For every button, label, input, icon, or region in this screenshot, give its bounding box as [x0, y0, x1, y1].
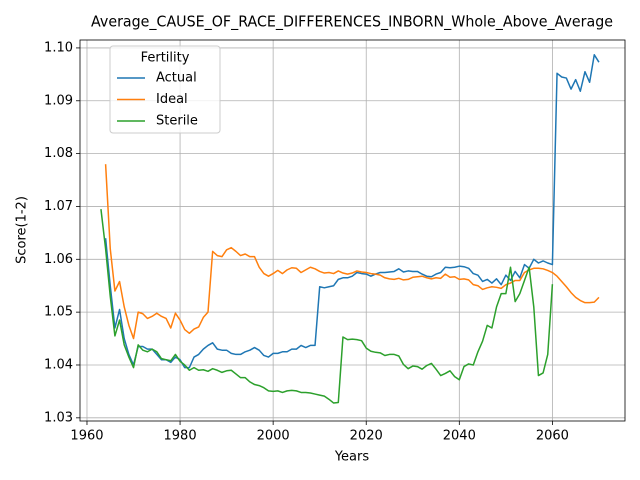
chart-title: Average_CAUSE_OF_RACE_DIFFERENCES_INBORN… [91, 13, 613, 32]
y-tick-label: 1.06 [44, 252, 73, 267]
x-tick-label: 2020 [350, 429, 383, 444]
x-tick-label: 2060 [536, 429, 569, 444]
legend-label: Sterile [156, 114, 198, 129]
legend-label: Actual [156, 71, 197, 86]
legend-box [109, 45, 221, 134]
plot-frame [79, 39, 626, 422]
x-axis-label: Years [334, 450, 370, 465]
series-line [104, 164, 600, 340]
x-tick-label: 2000 [257, 429, 290, 444]
y-tick-label: 1.05 [44, 305, 73, 320]
x-tick-label: 2040 [443, 429, 476, 444]
x-tick-label: 1960 [70, 429, 103, 444]
legend-title: Fertility [141, 51, 190, 66]
y-tick-label: 1.03 [44, 410, 73, 425]
y-tick-label: 1.07 [44, 199, 73, 214]
x-tick-label: 1980 [164, 429, 197, 444]
legend: Fertility Actual Ideal Sterile [109, 45, 221, 134]
series-line [100, 209, 554, 404]
y-tick-label: 1.08 [44, 146, 73, 161]
y-axis-label: Score(1-2) [15, 196, 30, 264]
y-tick-label: 1.10 [44, 40, 73, 55]
y-tick-label: 1.09 [44, 93, 73, 108]
legend-label: Ideal [156, 92, 188, 107]
y-tick-label: 1.04 [44, 357, 73, 372]
